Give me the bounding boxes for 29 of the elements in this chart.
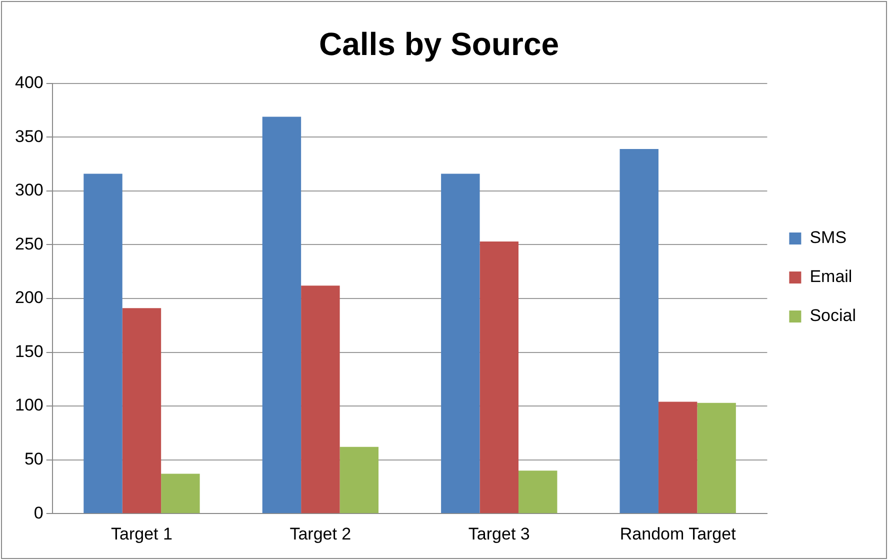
x-tick-label: Target 2 <box>290 524 352 544</box>
y-tick-label: 100 <box>14 396 44 415</box>
bar <box>262 116 302 514</box>
y-tick-label: 150 <box>14 342 44 361</box>
y-tick-label: 350 <box>14 126 44 146</box>
bar <box>697 402 736 514</box>
bar <box>122 308 162 514</box>
x-tick-label: Target 1 <box>111 524 172 544</box>
bar <box>84 174 122 514</box>
legend-label: Email <box>810 267 852 286</box>
y-tick-label: 0 <box>34 503 44 522</box>
chart-title: Calls by Source <box>318 26 560 62</box>
y-tick-label: 50 <box>24 450 44 469</box>
x-tick-label: Target 3 <box>468 524 530 544</box>
bar <box>620 149 658 514</box>
y-tick-label: 300 <box>14 180 44 200</box>
y-tick-label: 200 <box>14 288 44 308</box>
legend-label: Social <box>810 306 856 326</box>
bar <box>340 446 379 514</box>
bar <box>441 174 480 514</box>
bar <box>301 286 340 514</box>
bar <box>161 474 200 514</box>
y-tick-label: 250 <box>14 234 44 254</box>
bar <box>658 402 698 514</box>
bar <box>480 242 518 514</box>
y-tick-label: 400 <box>14 73 44 92</box>
legend-label: SMS <box>810 228 847 248</box>
x-tick-label: Random Target <box>620 524 736 544</box>
bar <box>518 470 558 514</box>
